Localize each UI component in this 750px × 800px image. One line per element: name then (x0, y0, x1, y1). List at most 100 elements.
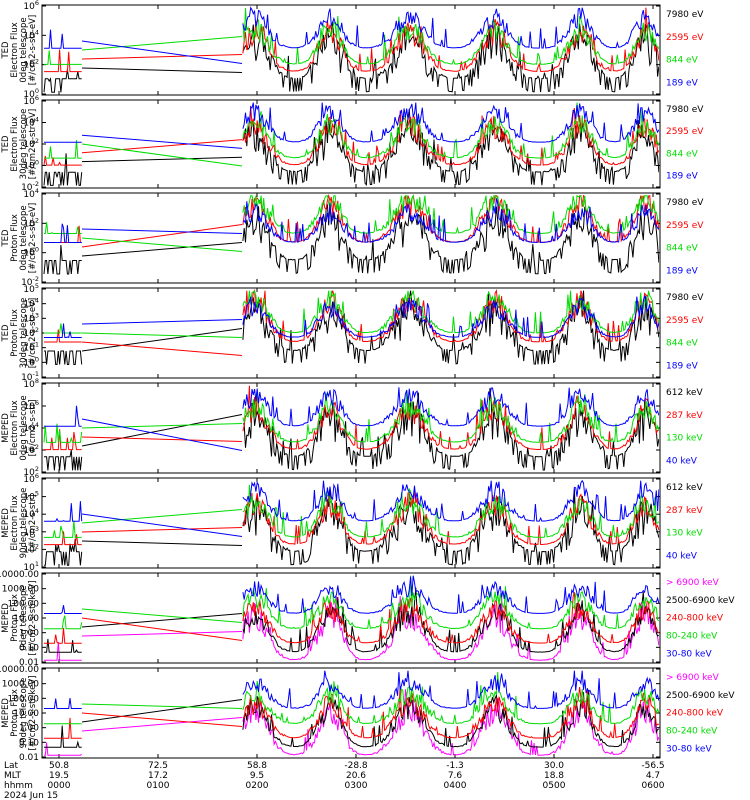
series-2595-ev (43, 105, 659, 166)
y-tick-label: 102 (23, 542, 39, 555)
legend-entry: > 6900 keV (666, 578, 720, 588)
series-30-80-kev (44, 670, 659, 709)
legend-entry: 844 eV (666, 149, 699, 159)
gap-interpolation-line (81, 319, 243, 325)
y-tick-label: 102 (23, 465, 39, 478)
y-tick-label: 100 (23, 159, 39, 172)
y-axis-label: MEPED (1, 698, 11, 728)
gap-interpolation-line (81, 139, 243, 154)
x-tick-mlt: 4.7 (646, 771, 660, 781)
gap-interpolation-line (81, 224, 243, 248)
y-axis-label: TED (1, 135, 11, 154)
y-tick-label: 1000.00 (2, 585, 39, 595)
x-tick-lat: 58.8 (247, 761, 267, 771)
y-axis-label: Electron Flux (10, 495, 20, 550)
y-tick-label: 106 (23, 472, 39, 485)
x-tick-mlt: 18.8 (544, 771, 564, 781)
legend-entry: 2595 eV (666, 33, 704, 43)
y-axis-label: [#/cm2-s-str-eV] (28, 298, 38, 368)
gap-interpolation-line (81, 540, 243, 546)
series-189-ev (44, 6, 659, 49)
y-tick-label: 1000.00 (2, 680, 39, 690)
x-tick-lat: 30.0 (544, 761, 564, 771)
x-axis-row-label: hhmm (4, 781, 33, 791)
y-tick-label: 104 (23, 116, 39, 129)
x-axis-row-label: 2024 Jun 15 (4, 791, 58, 800)
legend-entry: 844 eV (666, 56, 699, 66)
gap-interpolation-line (81, 54, 243, 60)
x-tick-hhmm: 0600 (642, 781, 665, 791)
series-130-kev (44, 484, 659, 538)
x-tick-hhmm: 0200 (246, 781, 269, 791)
y-axis-label: 0deg telescope (19, 395, 29, 460)
legend-entry: 7980 eV (666, 293, 704, 303)
series-7980-ev (43, 108, 659, 187)
y-tick-label: 0.10 (19, 738, 39, 748)
y-axis-label: 0deg telescope (19, 585, 29, 650)
y-tick-label: 108 (23, 377, 39, 390)
y-axis-label: MEPED (1, 413, 11, 443)
y-tick-label: 0.01 (19, 753, 39, 763)
y-tick-label: 104 (23, 28, 39, 41)
y-axis-label: Proton Flux (10, 594, 20, 642)
y-tick-label: 106 (23, 399, 39, 412)
y-tick-label: 100.00 (8, 694, 40, 704)
y-tick-label: 10-1 (21, 370, 39, 383)
legend-entry: 130 keV (666, 434, 703, 444)
y-tick-label: 104 (23, 187, 39, 200)
panel-p2: 10-2 100 102 104 106 TED Electron Flux 30deg te… (1, 94, 704, 193)
legend-entry: 240-800 keV (666, 709, 724, 719)
y-tick-label: 104 (23, 507, 39, 520)
y-tick-label: 10000.00 (0, 570, 39, 580)
series--6900-kev (44, 595, 659, 661)
series-844-ev (44, 290, 659, 334)
gap-interpolation-line (81, 341, 243, 356)
y-axis-label: MEPED (1, 603, 11, 633)
y-tick-label: 102 (23, 326, 39, 339)
x-tick-hhmm: 0400 (444, 781, 467, 791)
series-844-ev (44, 102, 659, 159)
legend-entry: 80-240 keV (666, 631, 718, 641)
legend-entry: 7980 eV (666, 105, 704, 115)
gap-interpolation-line (81, 156, 243, 163)
series-40-kev (44, 479, 659, 522)
series-189-ev (44, 295, 659, 339)
x-axis-row-label: Lat (4, 761, 19, 771)
y-axis-label: [#/cm2-s-str] (28, 400, 38, 457)
x-tick-hhmm: 0000 (48, 781, 71, 791)
y-tick-label: 104 (23, 421, 39, 434)
legend-entry: 189 eV (666, 172, 699, 182)
y-axis-label: MEPED (1, 508, 11, 538)
y-tick-label: 100.00 (8, 599, 40, 609)
gap-interpolation-line (81, 712, 243, 727)
gap-interpolation-line (81, 631, 243, 637)
y-axis-label: Electron Flux (10, 116, 20, 171)
x-tick-lat: -1.3 (446, 761, 464, 771)
x-tick-mlt: 19.5 (49, 771, 69, 781)
gap-interpolation-line (81, 143, 243, 167)
gap-interpolation-line (81, 242, 243, 257)
legend-entry: 612 keV (666, 388, 703, 398)
legend-entry: 287 keV (666, 411, 703, 421)
legend-entry: 2595 eV (666, 127, 704, 137)
legend-entry: 240-800 keV (666, 614, 724, 624)
x-tick-hhmm: 0100 (147, 781, 170, 791)
legend-entry: 7980 eV (666, 198, 704, 208)
gap-interpolation-line (81, 608, 243, 623)
series-80-240-kev (44, 575, 659, 630)
series-2595-ev (44, 7, 659, 73)
y-tick-label: 10.00 (13, 709, 39, 719)
gap-interpolation-line (81, 237, 243, 252)
legend-entry: 7980 eV (666, 10, 704, 20)
x-tick-mlt: 9.5 (250, 771, 264, 781)
y-tick-label: 103 (23, 311, 39, 324)
gap-interpolation-line (81, 423, 243, 429)
y-axis-label: [#/cm2-s-str-keV] (28, 676, 38, 751)
y-tick-label: 103 (23, 525, 39, 538)
y-axis-label: [#/cm2-s-str-eV] (28, 203, 38, 273)
series-612-kev (44, 488, 659, 566)
panel-frame (41, 4, 661, 96)
y-axis-label: Proton Flux (10, 309, 20, 357)
gap-interpolation-line (81, 67, 243, 73)
